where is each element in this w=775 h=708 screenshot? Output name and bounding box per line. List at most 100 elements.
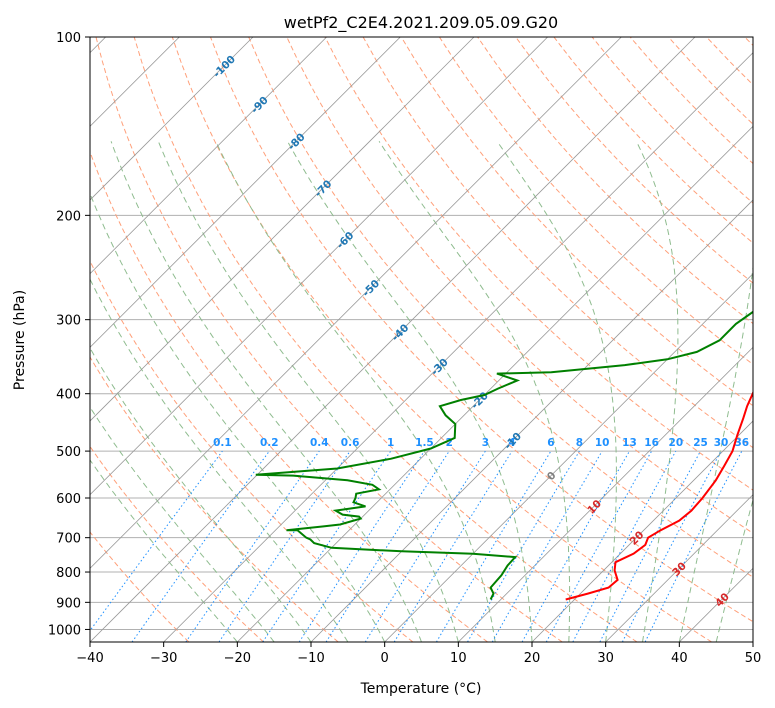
moist-adiabat: [215, 141, 496, 642]
isotherm-line: [237, 125, 753, 642]
mixing-ratio-line: [218, 450, 351, 642]
plot-area: 0.1 0.2 0.4 0.6 1 1.5 2 3 4 6 8 10 13 16 20 25 30 36-100-…: [90, 37, 753, 642]
dry-adiabat: [90, 445, 264, 642]
mixing-ratio-label: 20: [669, 437, 684, 449]
moist-adiabat: [90, 192, 386, 642]
isotherm-label: -10: [502, 430, 524, 452]
moist-adiabat: [110, 141, 422, 642]
isotherm-line: [163, 52, 753, 642]
mixing-ratio-line: [467, 450, 580, 642]
x-axis-label: Temperature (°C): [360, 681, 482, 697]
y-tick-label: 100: [56, 31, 81, 46]
y-tick-label: 500: [56, 445, 81, 460]
isotherm-label: 30: [670, 560, 689, 579]
isotherm-line: [605, 494, 753, 642]
x-tick-label: 10: [450, 651, 467, 666]
dry-adiabat: [95, 37, 563, 642]
x-tick-label: −40: [76, 651, 103, 666]
isotherm-line: [310, 199, 753, 642]
plot-frame: [89, 36, 754, 643]
isotherm-line: [90, 37, 401, 348]
mixing-ratio-label: 13: [622, 437, 637, 449]
y-tick-label: 400: [56, 388, 81, 403]
dry-adiabat: [515, 37, 753, 284]
mixing-ratio-line: [599, 450, 701, 642]
mixing-ratio-label: 1.5: [415, 437, 434, 449]
dry-adiabat: [90, 356, 339, 642]
mixing-ratio-label: 4: [508, 437, 515, 449]
x-tick-label: 30: [597, 651, 614, 666]
mixing-ratio-line: [521, 450, 630, 642]
x-tick-label: 20: [524, 651, 541, 666]
temperature-profile-line: [565, 390, 753, 601]
mixing-ratio-label: 3: [482, 437, 489, 449]
y-tick-label: 800: [56, 566, 81, 581]
mixing-ratio-line: [644, 450, 743, 642]
isotherm-label: 0: [545, 469, 559, 483]
isotherm-line: [90, 37, 548, 496]
dry-adiabat: [90, 531, 190, 642]
mixing-ratio-label: 0.6: [341, 437, 360, 449]
dry-adiabat: [210, 37, 753, 623]
moist-adiabat: [90, 347, 312, 642]
dry-adiabat: [744, 37, 753, 47]
x-tick-label: 50: [745, 651, 762, 666]
mixing-ratio-line: [572, 450, 677, 642]
dry-adiabat: [133, 37, 638, 642]
mixing-ratio-label: 36: [734, 437, 749, 449]
chart-title: wetPf2_C2E4.2021.209.05.09.G20: [284, 13, 558, 33]
mixing-ratio-label: 10: [595, 437, 610, 449]
mixing-ratio-label: 6: [547, 437, 554, 449]
dry-adiabat: [706, 37, 753, 86]
x-tick-label: −30: [150, 651, 177, 666]
dry-adiabat: [248, 37, 753, 578]
isotherm-line: [458, 346, 753, 642]
isotherm-label: -100: [211, 53, 238, 80]
dry-adiabat: [90, 259, 414, 642]
isotherm-line: [90, 37, 622, 569]
mixing-ratio-line: [325, 450, 450, 642]
mixing-ratio-label: 8: [576, 437, 583, 449]
mixing-ratio-label: 1: [387, 437, 394, 449]
moist-adiabat: [496, 141, 617, 642]
axes: −40 −30 −20 −10 0 10 20 30 40 5010020030040050060…: [48, 31, 761, 666]
isotherm-line: [752, 641, 753, 642]
isotherm-line: [679, 567, 753, 642]
mixing-ratio-line: [435, 450, 552, 642]
mixing-ratio-label: 0.4: [310, 437, 329, 449]
y-tick-label: 900: [56, 596, 81, 611]
moist-adiabat: [90, 278, 349, 642]
moist-adiabat: [157, 141, 459, 642]
dry-adiabat: [171, 37, 712, 642]
dry-adiabat: [591, 37, 753, 204]
dry-adiabat: [438, 37, 753, 366]
x-tick-label: −20: [224, 651, 251, 666]
mixing-ratio-label: 0.1: [213, 437, 232, 449]
y-axis-label: Pressure (hPa): [12, 290, 28, 390]
isotherm-line: [90, 37, 327, 275]
y-tick-label: 300: [56, 314, 81, 329]
mixing-ratio-label: 0.2: [260, 437, 279, 449]
y-tick-label: 1000: [48, 623, 81, 638]
y-tick-label: 200: [56, 209, 81, 224]
dry-adiabat: [324, 37, 753, 491]
moist-adiabat: [90, 406, 275, 642]
isotherm-line: [531, 420, 753, 642]
mixing-ratio-line: [131, 450, 270, 642]
isotherm-label: -30: [429, 356, 451, 378]
dry-adiabat: [90, 150, 488, 642]
mixing-ratio-label: 2: [446, 437, 453, 449]
mixing-ratio-line: [262, 450, 392, 642]
isotherm-line: [90, 37, 254, 201]
y-tick-label: 600: [56, 492, 81, 507]
x-tick-label: 0: [381, 651, 389, 666]
dry-adiabat: [553, 37, 753, 244]
isotherm-label: -50: [360, 278, 382, 300]
moist-adiabat: [678, 263, 753, 642]
dry-adiabat: [400, 37, 753, 407]
isotherm-line: [90, 37, 475, 422]
mixing-ratio-line: [185, 450, 320, 642]
isotherm-label: -80: [286, 131, 308, 153]
